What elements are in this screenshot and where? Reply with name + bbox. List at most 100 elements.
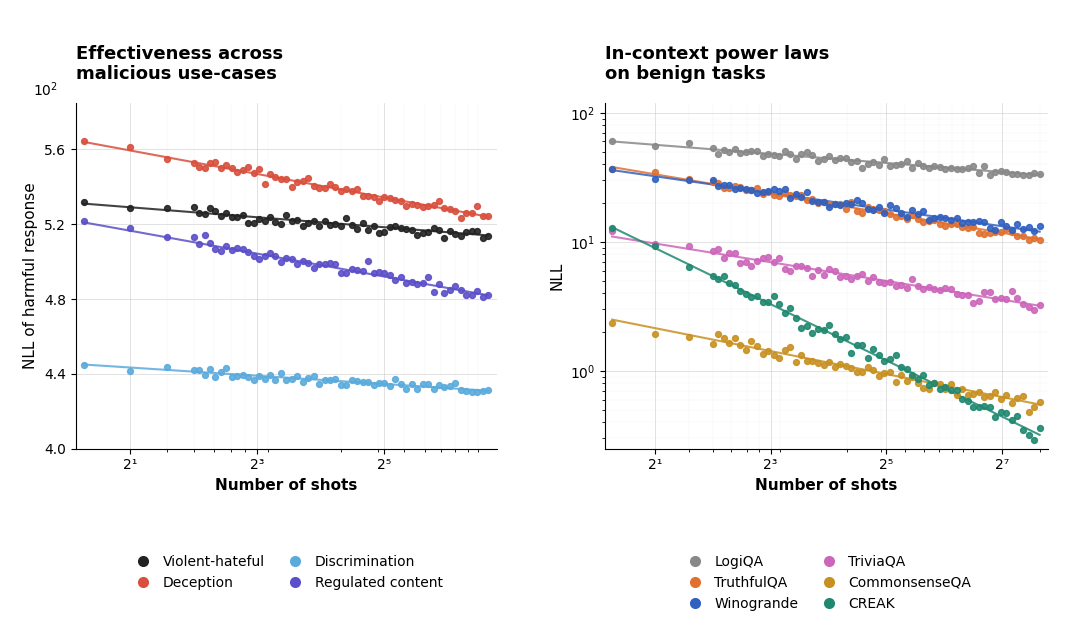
Legend: LogiQA, TruthfulQA, Winogrande, TriviaQA, CommonsenseQA, CREAK: LogiQA, TruthfulQA, Winogrande, TriviaQA… [676, 549, 976, 616]
Point [804, 196, 821, 206]
Point [447, 229, 464, 239]
Point [403, 379, 420, 389]
Point [881, 354, 899, 365]
Point [865, 344, 882, 354]
Point [821, 199, 838, 209]
Point [975, 161, 993, 171]
Point [185, 202, 202, 212]
Point [981, 402, 998, 412]
Point [848, 340, 865, 350]
Point [770, 187, 787, 197]
Point [782, 190, 799, 200]
Point [738, 184, 755, 194]
Point [424, 200, 442, 210]
Point [354, 218, 372, 228]
Point [821, 358, 838, 368]
Point [870, 160, 888, 171]
Point [327, 259, 345, 269]
Point [294, 256, 311, 267]
Point [726, 333, 743, 344]
Point [909, 158, 927, 168]
Point [726, 247, 743, 258]
Point [909, 374, 927, 385]
Point [936, 163, 954, 174]
Point [887, 349, 904, 360]
Point [777, 184, 794, 194]
Point [809, 265, 826, 275]
Point [75, 197, 92, 207]
Point [419, 201, 436, 212]
Point [1020, 302, 1037, 312]
Point [853, 208, 870, 218]
Point [272, 219, 289, 229]
Point [848, 195, 865, 205]
Point [299, 373, 316, 383]
Point [821, 202, 838, 212]
Point [787, 262, 805, 272]
Point [897, 283, 915, 294]
Point [1009, 294, 1026, 304]
Point [333, 186, 350, 196]
Point [793, 149, 810, 160]
Point [469, 201, 486, 212]
Point [720, 248, 738, 258]
Point [704, 246, 721, 256]
Point [436, 381, 454, 392]
Point [920, 384, 937, 394]
Point [809, 197, 826, 208]
Point [821, 320, 838, 330]
Point [218, 362, 235, 372]
Point [832, 200, 849, 210]
Point [770, 253, 787, 263]
Point [842, 157, 860, 167]
Point [604, 136, 621, 146]
Point [704, 338, 721, 349]
Point [240, 371, 257, 381]
Point [458, 387, 475, 397]
Point [926, 160, 943, 171]
Point [837, 361, 854, 371]
Point [981, 222, 998, 233]
Point [782, 342, 799, 353]
Point [343, 375, 361, 385]
Point [842, 199, 860, 209]
Point [981, 287, 998, 297]
Point [480, 385, 497, 395]
Point [646, 141, 663, 151]
Point [680, 174, 698, 184]
Point [981, 391, 998, 401]
Point [159, 154, 176, 164]
Point [245, 251, 262, 261]
Point [975, 392, 993, 402]
Point [876, 368, 893, 378]
Point [870, 202, 888, 212]
Point [710, 329, 727, 339]
Point [1031, 235, 1049, 245]
Point [931, 219, 948, 229]
Point [1020, 430, 1037, 440]
Point [474, 385, 491, 395]
Point [993, 407, 1010, 417]
X-axis label: Number of shots: Number of shots [755, 478, 897, 493]
Point [860, 362, 877, 372]
Point [1020, 222, 1037, 232]
Point [842, 363, 860, 373]
Point [229, 242, 246, 253]
Point [229, 212, 246, 222]
Point [904, 204, 921, 215]
Point [267, 172, 284, 182]
Point [474, 233, 491, 243]
Point [1025, 167, 1042, 178]
Point [474, 211, 491, 221]
Point [931, 285, 948, 296]
Point [904, 274, 921, 284]
Point [283, 215, 300, 226]
Point [1020, 171, 1037, 181]
Point [327, 182, 345, 192]
Point [408, 199, 426, 210]
Point [387, 374, 404, 385]
Point [1031, 300, 1049, 310]
Point [315, 374, 333, 385]
Point [704, 143, 721, 153]
Point [1031, 221, 1049, 231]
